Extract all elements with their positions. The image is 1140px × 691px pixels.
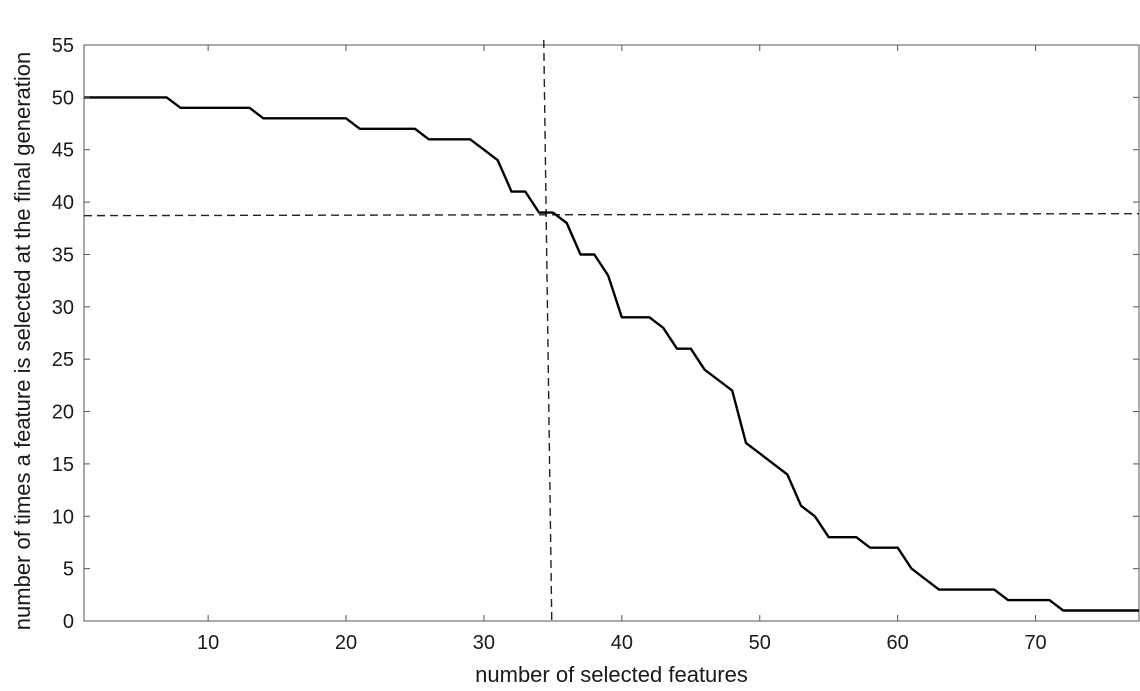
- y-axis-label: number of times a feature is selected at…: [10, 52, 35, 630]
- x-axis-label: number of selected features: [475, 662, 748, 686]
- y-tick-label: 0: [63, 611, 74, 633]
- y-tick-label: 50: [52, 87, 74, 109]
- y-tick-label: 35: [52, 244, 74, 266]
- x-tick-label: 40: [611, 632, 633, 654]
- series-line: [84, 96, 1139, 612]
- y-tick-label: 40: [52, 192, 74, 214]
- x-axis: 10 20 30 40 50 60 70: [197, 45, 1047, 654]
- y-tick-label: 5: [63, 559, 74, 581]
- y-tick-label: 20: [52, 402, 74, 424]
- x-tick-label: 20: [335, 632, 357, 654]
- y-tick-label: 30: [52, 297, 74, 319]
- y-tick-label: 25: [52, 349, 74, 371]
- y-tick-label: 55: [52, 35, 74, 57]
- y-axis: 0 5 10 15 20 25 30 35 40 45 50 55: [52, 35, 1139, 633]
- reference-lines: [83, 39, 1140, 622]
- horizontal-reference-line: [83, 212, 1140, 217]
- x-tick-label: 30: [473, 632, 495, 654]
- x-tick-label: 60: [887, 632, 909, 654]
- y-tick-label: 45: [52, 140, 74, 162]
- x-tick-label: 10: [197, 632, 219, 654]
- y-tick-label: 15: [52, 454, 74, 476]
- x-tick-label: 70: [1024, 632, 1046, 654]
- vertical-reference-line: [543, 39, 553, 622]
- plot-area: [83, 44, 1140, 622]
- x-tick-label: 50: [749, 632, 771, 654]
- series-layer: [84, 96, 1139, 612]
- y-tick-label: 10: [52, 506, 74, 528]
